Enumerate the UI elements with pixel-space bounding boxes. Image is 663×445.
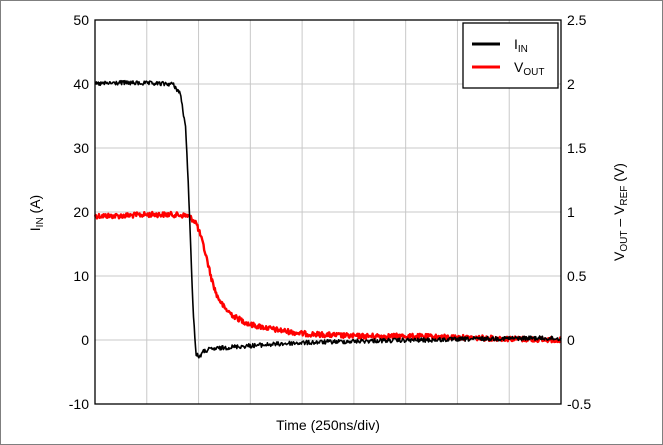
y-left-tick-label: -10 (69, 396, 89, 412)
legend-vout-sub: OUT (523, 67, 544, 78)
right-tick-labels: 2.5 2 1.5 1 0.5 0 -0.5 (567, 12, 591, 412)
legend-iin-sub: IN (518, 44, 528, 55)
y-left-tick-label: 10 (73, 268, 89, 284)
y-axis-right-title: VOUT – VREF (V) (611, 163, 630, 261)
y-left-tick-label: 20 (73, 204, 89, 220)
legend-vout-label: VOUT (514, 59, 544, 78)
y-right-sub2: REF (619, 186, 630, 206)
legend-vout-main: V (514, 59, 524, 75)
y-right-tick-label: 0 (567, 332, 575, 348)
y-left-main: I (27, 227, 43, 231)
y-right-sep: – V (611, 205, 627, 231)
legend: IIN VOUT (462, 22, 559, 89)
series-line-i-in (94, 79, 562, 359)
y-left-tick-label: 40 (73, 76, 89, 92)
y-right-tick-label: 2.5 (567, 12, 587, 28)
y-right-tick-label: -0.5 (567, 396, 591, 412)
y-right-tick-label: 1 (567, 204, 575, 220)
left-tick-labels: 50 40 30 20 10 0 -10 (69, 12, 89, 412)
y-right-tick-label: 2 (567, 76, 575, 92)
legend-iin-main: I (514, 36, 518, 52)
y-right-unit: (V) (611, 163, 627, 186)
y-left-tick-label: 50 (73, 12, 89, 28)
y-left-tick-label: 0 (81, 332, 89, 348)
y-axis-left-title: IIN (A) (27, 195, 46, 231)
y-right-v1: V (611, 251, 627, 261)
y-left-sub: IN (35, 217, 46, 227)
legend-box (462, 22, 559, 89)
y-right-sub1: OUT (619, 231, 630, 252)
y-left-tick-label: 30 (73, 140, 89, 156)
traces (93, 79, 562, 359)
legend-iin-label: IIN (514, 36, 528, 55)
plot-border (94, 19, 562, 405)
y-left-unit: (A) (27, 195, 43, 218)
y-right-tick-label: 1.5 (567, 140, 587, 156)
y-right-tick-label: 0.5 (567, 268, 587, 284)
x-axis-title: Time (250ns/div) (276, 417, 380, 433)
